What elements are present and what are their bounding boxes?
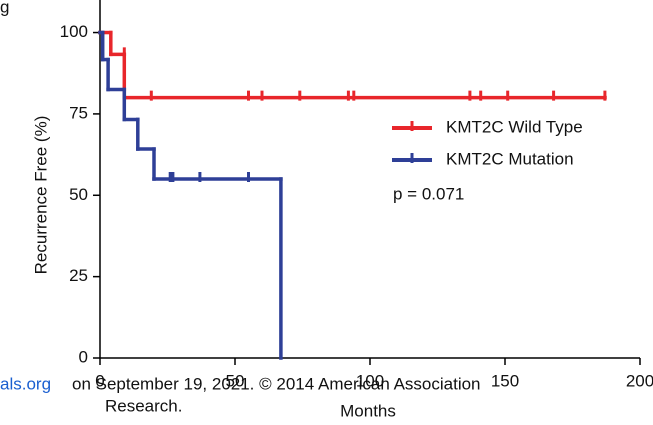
x-tick-label: 50 (226, 371, 245, 390)
x-tick-label: 150 (491, 371, 519, 390)
watermark: Research. (105, 396, 182, 415)
y-tick-label: 25 (69, 266, 88, 285)
y-axis-label: Recurrence Free (%) (31, 116, 50, 275)
y-tick-label: 0 (79, 347, 88, 366)
watermark: on September 19, 2021. © 2014 American A… (72, 374, 481, 393)
y-tick-label: 50 (69, 185, 88, 204)
y-tick-label: 100 (60, 22, 88, 41)
legend-label: KMT2C Mutation (446, 149, 574, 168)
fragment: g (0, 0, 9, 16)
x-tick-label: 200 (626, 371, 653, 390)
x-tick-label: 100 (356, 371, 384, 390)
y-tick-label: 75 (69, 103, 88, 122)
x-tick-label: 0 (95, 371, 104, 390)
x-axis-label: Months (340, 401, 396, 420)
watermark-link: als.org (0, 374, 51, 393)
annotation: p = 0.071 (393, 184, 464, 203)
legend-label: KMT2C Wild Type (446, 117, 583, 136)
